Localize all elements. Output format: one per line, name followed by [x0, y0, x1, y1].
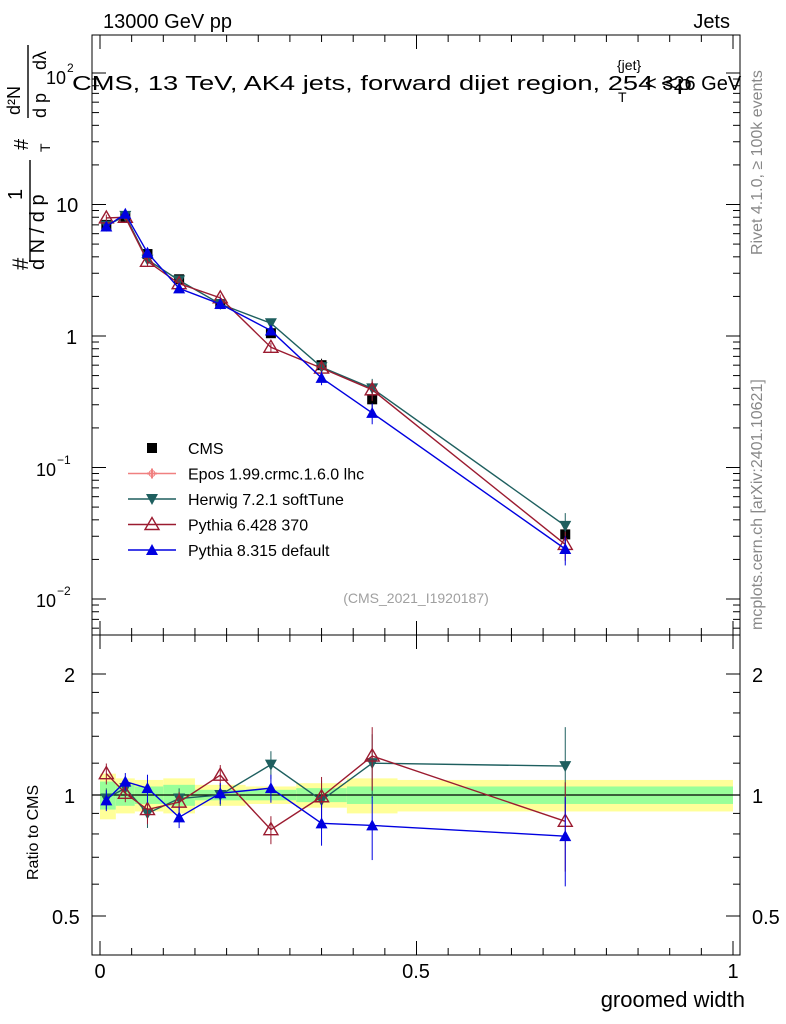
ratio-series-pythia-8-315-default — [100, 773, 572, 887]
legend-marker-herwig-7-2-1-softtune — [146, 494, 158, 505]
xtick-label-05: 0.5 — [402, 961, 430, 983]
legend-marker-epos-1-99-crmc-1-6-0-lhc-ring — [148, 470, 156, 477]
point-pythia-8-315-default — [214, 298, 227, 310]
ratio-y-axis-label: Ratio to CMS — [25, 785, 42, 880]
svg-text:d²N: d²N — [4, 86, 24, 115]
ratio-point-pythia-8-315-default — [100, 794, 113, 806]
point-herwig-7-2-1-softtune — [264, 318, 277, 330]
x-axis-label: groomed width — [601, 987, 745, 1012]
ratio-point-herwig-7-2-1-softtune — [559, 761, 572, 773]
header-right: Jets — [693, 11, 730, 33]
legend-label-pythia-8-315-default: Pythia 8.315 default — [188, 543, 330, 560]
xtick-label-0: 0 — [94, 961, 105, 983]
header-left: 13000 GeV pp — [103, 11, 232, 33]
svg-text:d N / d p: d N / d p — [27, 194, 49, 270]
point-pythia-8-315-default — [315, 371, 328, 383]
main-series-group — [98, 207, 574, 566]
side-label-rivet: Rivet 4.1.0, ≥ 100k events — [749, 70, 766, 255]
xtick-label-1: 1 — [727, 961, 738, 983]
ytick-label-e2: 10 — [46, 68, 66, 88]
ytick-label-10: 10 — [56, 195, 78, 217]
ratio-tick-right-05: 0.5 — [752, 907, 780, 929]
point-pythia-8-315-default — [559, 543, 572, 555]
series-pythia-8-315-default — [100, 207, 572, 566]
chart-title-sup: {jet} — [617, 57, 641, 73]
ratio-point-pythia-6-428-370 — [98, 765, 115, 780]
point-pythia-8-315-default — [366, 406, 379, 418]
ratio-point-pythia-6-428-370 — [170, 793, 188, 808]
point-pythia-8-315-default — [173, 282, 186, 294]
series-pythia-6-428-370 — [98, 208, 574, 561]
ratio-tick-left-05: 0.5 — [52, 907, 80, 929]
legend-label-cms: CMS — [188, 441, 224, 458]
ratio-point-pythia-8-315-default — [559, 830, 572, 842]
y-axis-label: # 1 d N / d p T # d²N d p dλ — [4, 45, 53, 270]
point-pythia-8-315-default — [100, 220, 113, 232]
svg-text:dλ: dλ — [30, 51, 50, 70]
ytick-label-e2-exp: 2 — [67, 61, 74, 75]
ratio-point-pythia-6-428-370 — [363, 747, 381, 762]
ratio-point-pythia-6-428-370 — [313, 788, 330, 803]
legend: CMS Epos 1.99.crmc.1.6.0 lhc Herwig 7.2.1 … — [128, 441, 364, 560]
point-pythia-6-428-370 — [262, 338, 280, 354]
ytick-label-1: 1 — [66, 327, 77, 349]
legend-marker-cms — [147, 443, 157, 453]
ratio-point-pythia-8-315-default — [315, 817, 328, 829]
svg-text:d p: d p — [30, 93, 50, 118]
ratio-point-pythia-6-428-370 — [139, 801, 156, 816]
ratio-tick-right-1: 1 — [752, 786, 763, 808]
chart-title-sub: T — [618, 89, 627, 105]
point-pythia-8-315-default — [141, 246, 154, 258]
axis-ticks — [92, 35, 740, 955]
svg-text:T: T — [37, 143, 53, 152]
ratio-point-herwig-7-2-1-softtune — [264, 759, 277, 771]
svg-text:#: # — [8, 257, 33, 270]
ratio-tick-left-2: 2 — [64, 665, 75, 687]
ratio-point-pythia-6-428-370 — [262, 821, 280, 836]
point-pythia-8-315-default — [119, 207, 132, 219]
legend-label-pythia-6-428-370: Pythia 6.428 370 — [188, 518, 308, 535]
legend-marker-pythia-8-315-default — [146, 544, 158, 555]
ratio-point-pythia-8-315-default — [366, 819, 379, 831]
ytick-label-em1-exp: −1 — [57, 453, 71, 467]
ratio-tick-right-2: 2 — [752, 665, 763, 687]
ratio-tick-left-1: 1 — [64, 786, 75, 808]
ratio-series-group — [98, 727, 574, 887]
legend-marker-pythia-6-428-370 — [143, 516, 161, 531]
analysis-watermark: (CMS_2021_I1920187) — [343, 590, 489, 606]
legend-label-herwig-7-2-1-softtune: Herwig 7.2.1 softTune — [188, 492, 344, 509]
legend-label-epos-1-99-crmc-1-6-0-lhc: Epos 1.99.crmc.1.6.0 lhc — [188, 467, 364, 484]
ratio-point-pythia-8-315-default — [214, 787, 227, 799]
ytick-label-em2-exp: −2 — [57, 584, 71, 598]
point-pythia-8-315-default — [264, 324, 277, 336]
ratio-point-pythia-6-428-370 — [117, 784, 134, 799]
point-herwig-7-2-1-softtune — [559, 520, 572, 532]
ytick-label-em2: 10 — [36, 591, 56, 611]
svg-text:#: # — [11, 138, 33, 150]
chart-title: CMS, 13 TeV, AK4 jets, forward dijet reg… — [72, 73, 692, 95]
ratio-point-pythia-6-428-370 — [212, 766, 229, 781]
ratio-point-pythia-8-315-default — [264, 782, 277, 794]
side-label-mcplots: mcplots.cern.ch [arXiv:2401.10621] — [749, 379, 766, 630]
ratio-point-pythia-8-315-default — [119, 775, 132, 787]
ratio-point-pythia-8-315-default — [173, 811, 186, 823]
chart-title-tail: < 326 GeV — [645, 73, 742, 95]
ratio-point-pythia-8-315-default — [141, 782, 154, 794]
svg-text:1: 1 — [5, 189, 27, 200]
point-pythia-6-428-370 — [363, 381, 381, 396]
ytick-label-em1: 10 — [36, 460, 56, 480]
point-pythia-6-428-370 — [139, 252, 156, 267]
